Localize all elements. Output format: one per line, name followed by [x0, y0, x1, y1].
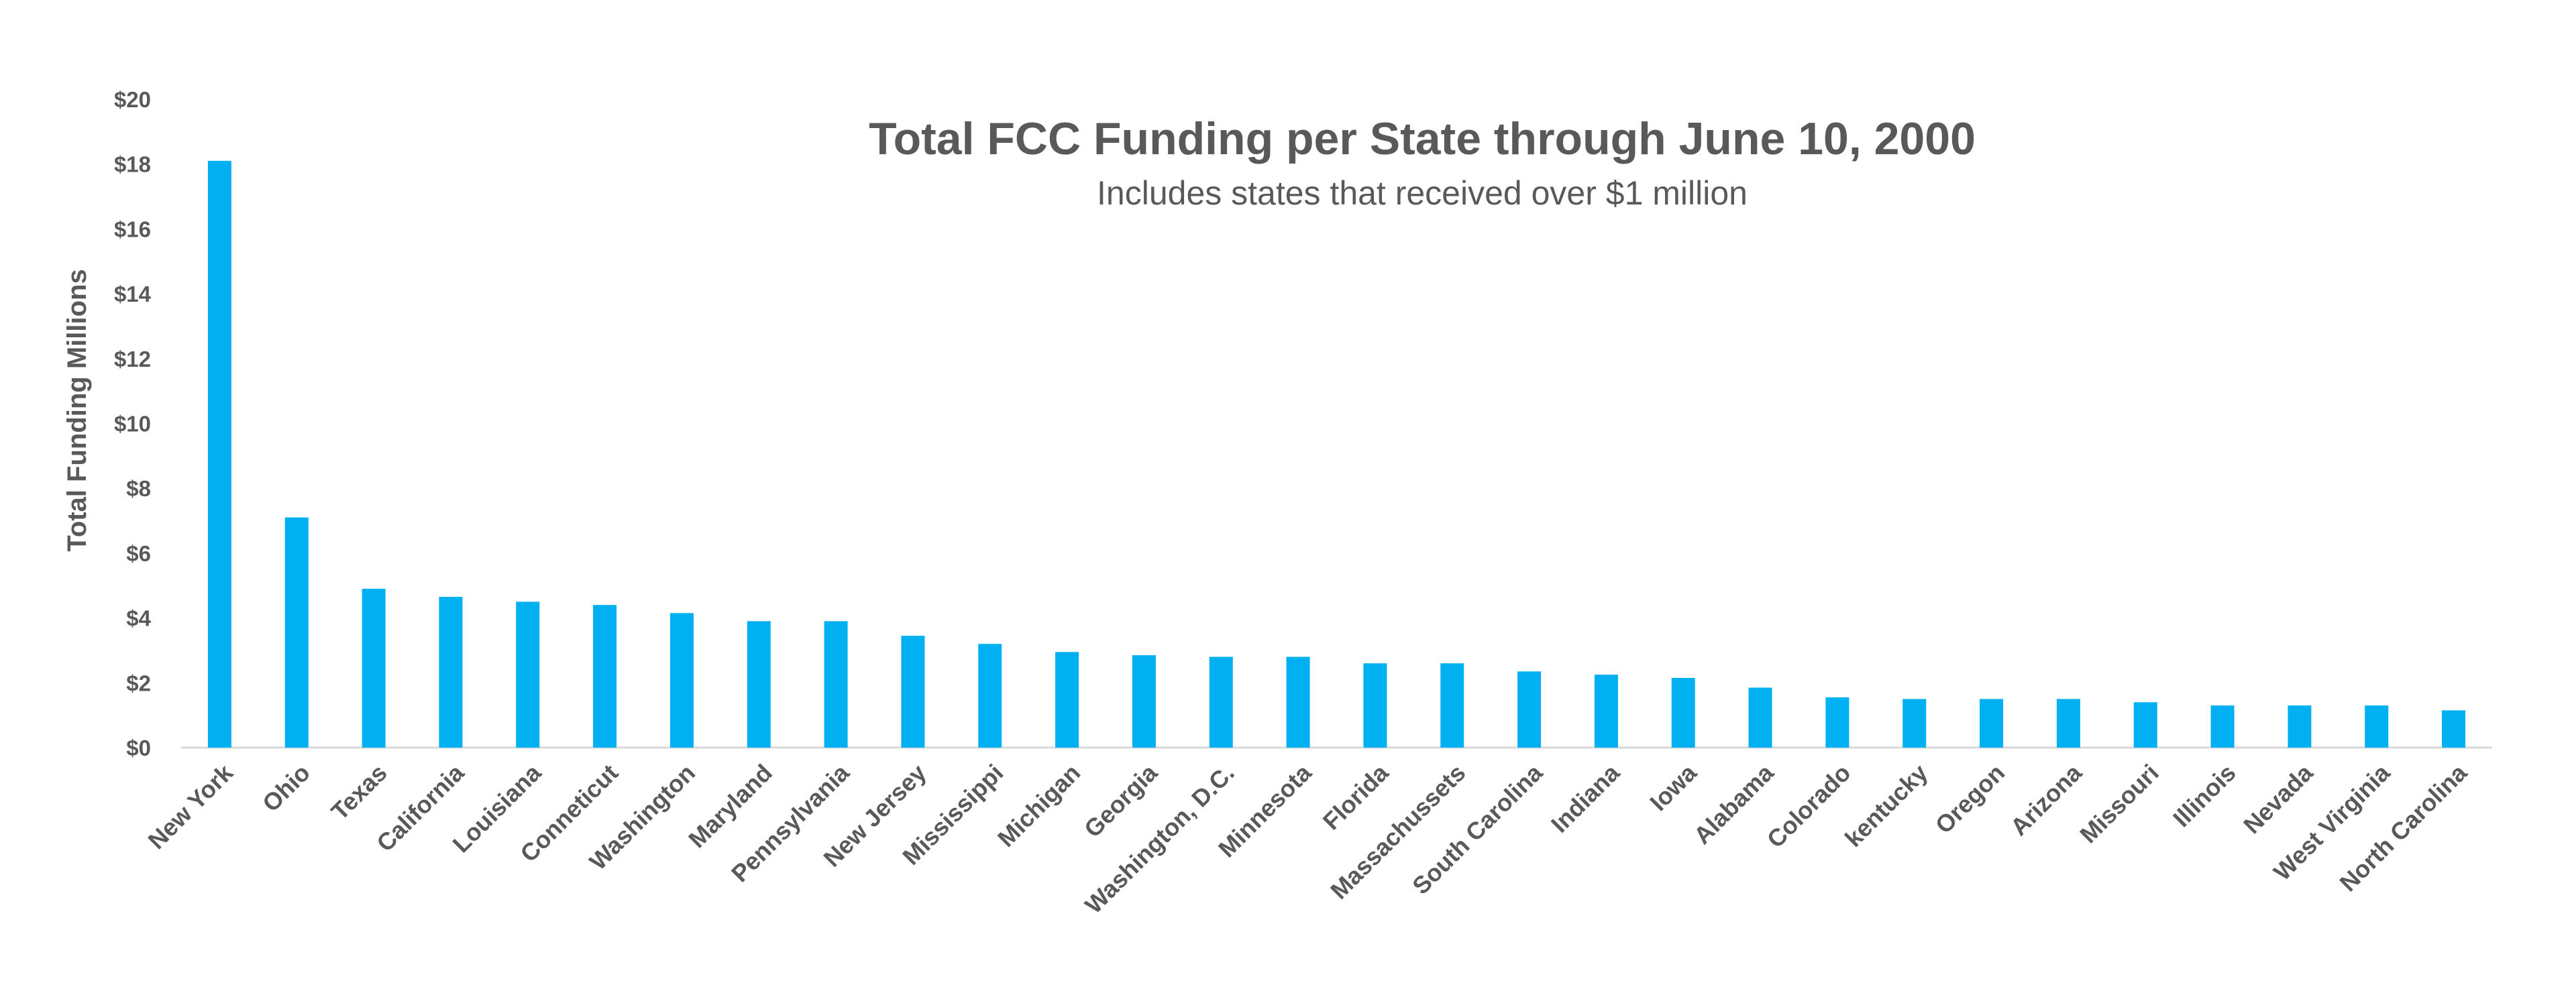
bar [1902, 699, 1927, 748]
bar [1980, 699, 2004, 748]
y-tick-label: $10 [114, 412, 151, 437]
bar [2288, 705, 2312, 748]
bar [1594, 675, 1618, 748]
bar [2442, 710, 2466, 748]
y-tick-label: $8 [126, 476, 151, 501]
axis-layer: $0 $2 $4 $6 $8 $10 $12 $14 $16 $18 $20 [114, 87, 2492, 760]
bar [2365, 705, 2389, 748]
y-tick-label: $18 [114, 152, 151, 177]
bar [1517, 671, 1542, 748]
x-tick-label: Nevada [2238, 758, 2318, 839]
x-tick-label: Michigan [992, 759, 1085, 852]
label-layer: New York Ohio TexasCaliforniaLouisianaConn… [142, 758, 2473, 919]
y-tick-label: $4 [126, 606, 151, 631]
y-tick-label: $14 [114, 282, 152, 306]
bar [1132, 655, 1156, 748]
y-tick-label: $6 [126, 541, 151, 566]
bar [1363, 663, 1387, 748]
bar [1286, 656, 1310, 748]
bar [824, 621, 848, 748]
x-tick-label: Texas [325, 759, 392, 825]
y-tick-label: $12 [114, 347, 151, 371]
x-tick-label: Colorado [1762, 759, 1856, 854]
x-tick-label: Indiana [1546, 758, 1625, 838]
bar [1671, 678, 1695, 748]
x-tick-label: Washington, D.C. [1079, 759, 1240, 919]
bar [747, 621, 771, 748]
bar [207, 160, 231, 748]
chart-subtitle: Includes states that received over $1 mi… [1097, 174, 1748, 212]
bar-layer [207, 160, 2466, 748]
y-axis-label: Total Funding Millions [62, 269, 92, 551]
bar [362, 589, 386, 748]
y-tick-label: $2 [126, 671, 151, 695]
y-tick-label: $20 [114, 87, 151, 112]
x-tick-label: Massachussets [1325, 759, 1470, 905]
x-tick-label: Iowa [1644, 758, 1702, 816]
x-tick-label: Missouri [2074, 759, 2164, 849]
bar [284, 517, 309, 748]
bar [2133, 702, 2157, 748]
chart-title: Total FCC Funding per State through June… [869, 113, 1976, 164]
bar [1748, 687, 1772, 748]
x-tick-label: New York [142, 758, 238, 854]
bar [1825, 697, 1849, 748]
x-tick-label: Oregon [1930, 759, 2010, 839]
bar [901, 636, 925, 748]
y-tick-label: $16 [114, 217, 151, 241]
bar [2056, 699, 2080, 748]
bar [1209, 656, 1233, 748]
bar [593, 605, 617, 748]
bar [1055, 652, 1079, 748]
bar [1440, 663, 1464, 748]
bar [978, 644, 1002, 748]
bar [2210, 705, 2235, 748]
x-tick-label: kentucky [1839, 759, 1933, 852]
x-tick-label: Florida [1318, 758, 1395, 835]
x-tick-label: Ohio [257, 759, 315, 817]
y-tick-label: $0 [126, 736, 151, 760]
x-tick-label: South Carolina [1407, 758, 1548, 900]
bar [439, 597, 463, 748]
bar [669, 613, 694, 748]
x-tick-label: Illinois [2167, 759, 2241, 833]
bar [516, 601, 540, 748]
